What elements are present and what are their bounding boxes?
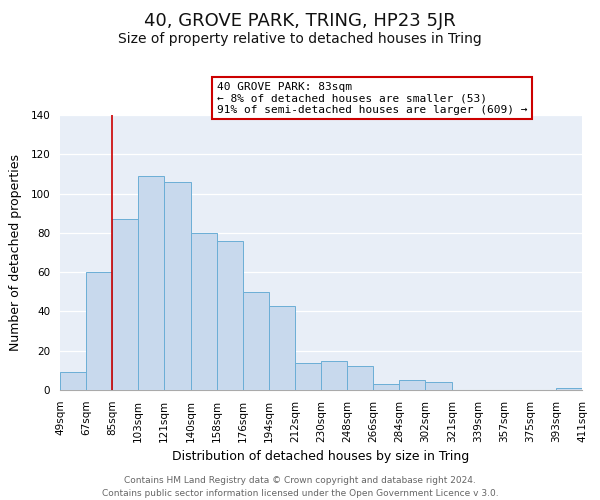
Bar: [556, 388, 582, 390]
Text: 40 GROVE PARK: 83sqm
← 8% of detached houses are smaller (53)
91% of semi-detach: 40 GROVE PARK: 83sqm ← 8% of detached ho…: [217, 82, 527, 115]
Bar: [60, 372, 86, 390]
Bar: [269, 306, 295, 390]
X-axis label: Distribution of detached houses by size in Tring: Distribution of detached houses by size …: [172, 450, 470, 463]
Text: Size of property relative to detached houses in Tring: Size of property relative to detached ho…: [118, 32, 482, 46]
Bar: [243, 292, 269, 390]
Bar: [86, 272, 112, 390]
Bar: [347, 366, 373, 390]
Text: Contains HM Land Registry data © Crown copyright and database right 2024.: Contains HM Land Registry data © Crown c…: [124, 476, 476, 485]
Text: Contains public sector information licensed under the Open Government Licence v : Contains public sector information licen…: [101, 489, 499, 498]
Bar: [191, 233, 217, 390]
Bar: [425, 382, 452, 390]
Bar: [399, 380, 425, 390]
Bar: [164, 182, 191, 390]
Bar: [217, 240, 243, 390]
Text: 40, GROVE PARK, TRING, HP23 5JR: 40, GROVE PARK, TRING, HP23 5JR: [144, 12, 456, 30]
Y-axis label: Number of detached properties: Number of detached properties: [9, 154, 22, 351]
Bar: [295, 362, 321, 390]
Bar: [373, 384, 399, 390]
Bar: [321, 360, 347, 390]
Bar: [112, 219, 138, 390]
Bar: [138, 176, 164, 390]
